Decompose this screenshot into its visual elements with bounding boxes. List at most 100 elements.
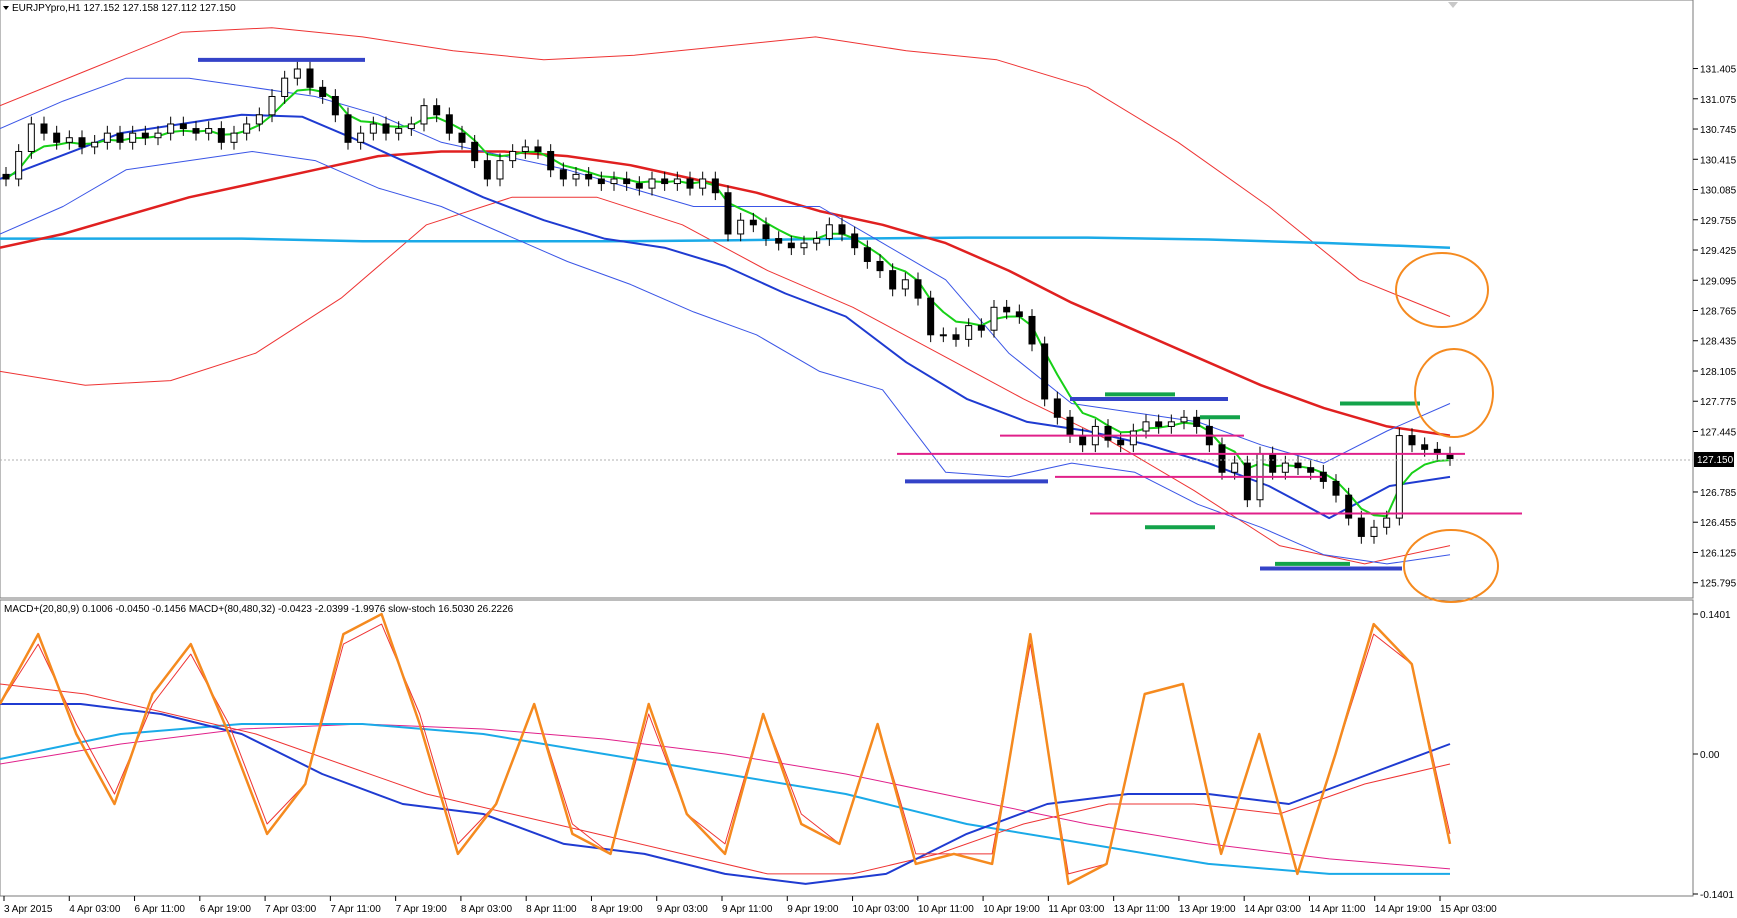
indicator-panel-frame xyxy=(0,599,1694,897)
x-tick-label: 14 Apr 03:00 xyxy=(1244,904,1301,915)
candle-body xyxy=(623,178,631,185)
candle-body xyxy=(521,146,529,152)
collapse-arrow-icon[interactable] xyxy=(3,6,9,10)
y-tick-label: 129.755 xyxy=(1700,216,1737,227)
x-tick-label: 7 Apr 03:00 xyxy=(265,904,317,915)
candle-body xyxy=(255,114,263,125)
candle-body xyxy=(116,132,124,143)
y-tick-label: 126.455 xyxy=(1700,518,1737,529)
candle-body xyxy=(129,132,137,143)
candle-body xyxy=(1015,311,1023,317)
candle-body xyxy=(243,123,251,134)
symbol-header: EURJPYpro,H1 127.152 127.158 127.112 127… xyxy=(12,3,236,14)
candle-body xyxy=(53,132,61,143)
indicator-header: MACD+(20,80,9) 0.1006 -0.0450 -0.1456 MA… xyxy=(4,604,514,615)
macd-fast-signal-line xyxy=(0,683,1451,875)
candle-body xyxy=(1370,526,1378,537)
price-overlays xyxy=(0,27,1451,565)
candle-body xyxy=(1028,315,1036,345)
candle-body xyxy=(1155,421,1163,427)
candle-body xyxy=(863,247,871,262)
x-tick-label: 6 Apr 11:00 xyxy=(135,904,186,915)
candles xyxy=(2,61,1454,544)
candle-body xyxy=(458,132,466,143)
candle-body xyxy=(585,173,593,180)
candle-body xyxy=(572,173,580,180)
bollinger-lower-line xyxy=(0,151,1451,565)
current-price-tag xyxy=(1694,452,1734,467)
candle-body xyxy=(813,238,821,244)
candle-body xyxy=(1345,494,1353,519)
candle-body xyxy=(192,128,200,134)
x-tick-label: 9 Apr 11:00 xyxy=(722,904,773,915)
bollinger-center-line xyxy=(0,113,1451,520)
x-tick-label: 15 Apr 03:00 xyxy=(1440,904,1497,915)
candle-body xyxy=(534,146,542,152)
candle-body xyxy=(471,141,479,162)
candle-body xyxy=(27,123,35,152)
candle-body xyxy=(1129,430,1137,446)
y-tick-label: 129.095 xyxy=(1700,276,1737,287)
candle-body xyxy=(306,68,314,88)
candle-body xyxy=(927,297,935,336)
candle-body xyxy=(914,279,922,299)
candle-body xyxy=(724,192,732,235)
highlight-circle-lower xyxy=(1403,529,1499,603)
candle-body xyxy=(939,334,947,337)
candle-body xyxy=(230,132,238,143)
candle-body xyxy=(91,141,99,148)
candle-body xyxy=(1117,439,1125,446)
candle-body xyxy=(990,306,998,331)
y-tick-label: 128.765 xyxy=(1700,306,1737,317)
x-tick-label: 10 Apr 19:00 xyxy=(983,904,1040,915)
macd-slow-signal-line xyxy=(0,723,1451,870)
candle-body xyxy=(800,242,808,249)
candle-body xyxy=(369,123,377,134)
candle-body xyxy=(825,224,833,240)
indicator-y-axis: 0.1401 0.00 -0.1401 xyxy=(1693,610,1734,901)
candle-body xyxy=(547,150,555,171)
candle-body xyxy=(65,137,73,143)
candle-body xyxy=(737,219,745,235)
y-tick-label: 130.085 xyxy=(1700,186,1737,197)
candle-body xyxy=(344,114,352,143)
candle-body xyxy=(40,123,48,134)
y-tick-label: 0.00 xyxy=(1700,750,1720,761)
candle-body xyxy=(610,178,618,185)
x-tick-label: 8 Apr 03:00 xyxy=(461,904,513,915)
candle-body xyxy=(1041,343,1049,400)
candle-body xyxy=(673,178,681,185)
indicator-lines xyxy=(0,612,1452,886)
candle-body xyxy=(1193,416,1201,427)
x-tick-label: 14 Apr 19:00 xyxy=(1375,904,1432,915)
candle-body xyxy=(775,238,783,244)
candle-body xyxy=(167,123,175,134)
candle-body xyxy=(1421,444,1429,450)
candle-body xyxy=(965,325,973,340)
candle-body xyxy=(1167,421,1175,427)
candle-body xyxy=(141,132,149,139)
y-tick-label: 130.415 xyxy=(1700,155,1737,166)
candle-body xyxy=(952,334,960,340)
candle-body xyxy=(1269,453,1277,473)
y-tick-label: 130.745 xyxy=(1700,125,1737,136)
candle-body xyxy=(1243,462,1251,501)
candle-body xyxy=(205,128,213,134)
candle-body xyxy=(749,219,757,226)
candle-body xyxy=(889,270,897,290)
y-tick-label: 126.125 xyxy=(1700,548,1737,559)
x-tick-label: 11 Apr 03:00 xyxy=(1048,904,1104,915)
y-tick-label: 131.405 xyxy=(1700,65,1737,76)
x-tick-label: 13 Apr 11:00 xyxy=(1114,904,1170,915)
candle-body xyxy=(699,178,707,189)
highlight-circle-middle xyxy=(1414,348,1494,438)
envelope-lower-line xyxy=(0,196,1451,565)
chart-shift-icon[interactable] xyxy=(1448,2,1458,8)
x-tick-label: 7 Apr 11:00 xyxy=(330,904,381,915)
candle-body xyxy=(1066,416,1074,437)
x-tick-label: 14 Apr 11:00 xyxy=(1309,904,1365,915)
candle-body xyxy=(1003,306,1011,313)
candle-body xyxy=(2,173,10,180)
stoch-main-line xyxy=(0,612,1452,886)
